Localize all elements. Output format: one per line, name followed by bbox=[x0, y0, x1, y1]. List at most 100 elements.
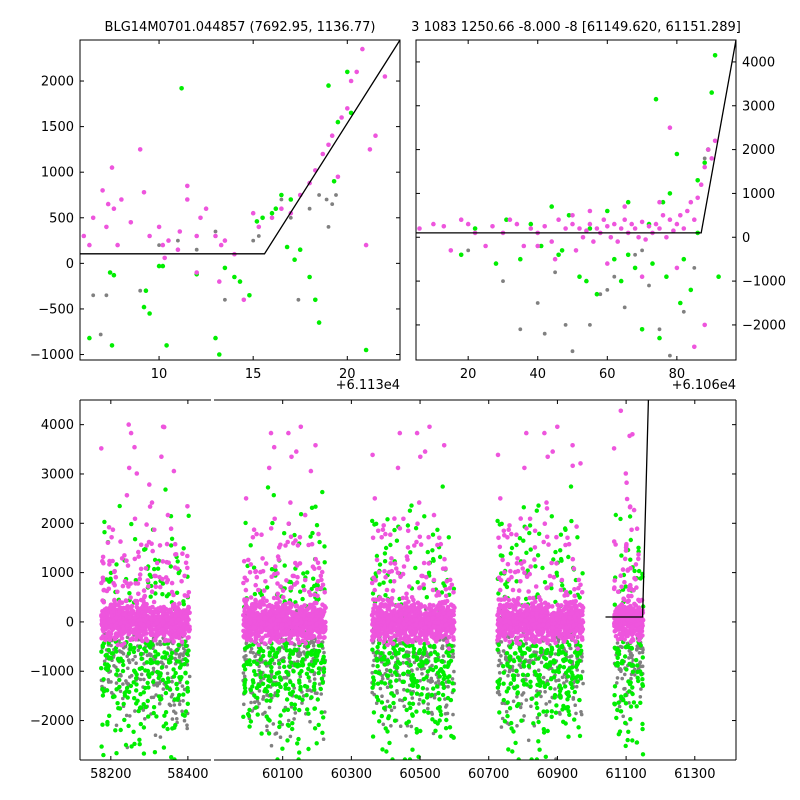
magenta-point bbox=[639, 219, 645, 225]
green-point bbox=[105, 662, 110, 667]
magenta-point bbox=[157, 574, 162, 580]
magenta-point bbox=[391, 641, 396, 646]
gray-point bbox=[524, 698, 529, 702]
gray-point bbox=[511, 699, 516, 704]
gray-point bbox=[253, 654, 257, 659]
gray-point bbox=[143, 717, 147, 721]
green-point bbox=[247, 707, 252, 713]
magenta-point bbox=[142, 593, 148, 599]
gray-point bbox=[313, 691, 318, 695]
magenta-point bbox=[171, 468, 177, 474]
magenta-point bbox=[436, 625, 442, 630]
magenta-point bbox=[148, 627, 153, 633]
green-point bbox=[422, 646, 427, 652]
magenta-point bbox=[145, 578, 150, 583]
magenta-point bbox=[306, 542, 311, 548]
green-point bbox=[285, 722, 291, 727]
magenta-point bbox=[146, 584, 151, 589]
magenta-point bbox=[320, 151, 326, 157]
green-point bbox=[263, 661, 268, 666]
magenta-point bbox=[144, 601, 149, 607]
magenta-point bbox=[182, 573, 187, 579]
green-point bbox=[312, 658, 317, 664]
green-point bbox=[145, 698, 150, 704]
green-point bbox=[120, 658, 125, 664]
magenta-point bbox=[397, 637, 402, 642]
axes-frame bbox=[79, 39, 401, 361]
magenta-point bbox=[128, 220, 134, 225]
gray-point bbox=[98, 332, 103, 337]
magenta-point bbox=[132, 556, 138, 562]
green-point bbox=[297, 695, 302, 700]
gray-point bbox=[385, 685, 390, 689]
green-point bbox=[445, 695, 451, 701]
green-point bbox=[379, 680, 384, 685]
magenta-point bbox=[147, 233, 152, 239]
green-point bbox=[255, 661, 260, 666]
green-point bbox=[165, 676, 171, 681]
green-point bbox=[553, 549, 558, 555]
magenta-point bbox=[148, 605, 153, 611]
magenta-point bbox=[253, 597, 258, 603]
gray-point bbox=[151, 666, 156, 671]
green-point bbox=[275, 757, 280, 760]
gray-point bbox=[180, 709, 184, 714]
magenta-point bbox=[442, 617, 448, 623]
green-point bbox=[287, 655, 292, 660]
green-point bbox=[402, 757, 408, 760]
magenta-point bbox=[695, 195, 700, 201]
gray-point bbox=[126, 666, 130, 671]
magenta-point bbox=[133, 637, 139, 642]
magenta-point bbox=[194, 270, 199, 275]
green-point bbox=[248, 719, 254, 724]
green-point bbox=[405, 523, 411, 528]
green-point bbox=[506, 686, 511, 691]
gray-point bbox=[241, 671, 246, 675]
green-point bbox=[183, 643, 189, 648]
magenta-point bbox=[256, 642, 262, 648]
magenta-point bbox=[114, 602, 120, 607]
green-point bbox=[183, 671, 188, 676]
gray-point bbox=[133, 709, 137, 713]
gray-point bbox=[425, 687, 430, 691]
gray-point bbox=[252, 700, 257, 704]
magenta-point bbox=[309, 541, 315, 547]
gray-point bbox=[452, 669, 456, 674]
gray-point bbox=[404, 650, 409, 654]
gray-point bbox=[269, 743, 274, 748]
magenta-point bbox=[123, 605, 129, 611]
green-point bbox=[374, 553, 380, 559]
magenta-point bbox=[363, 242, 369, 248]
magenta-point bbox=[283, 601, 288, 607]
gray-point bbox=[443, 697, 447, 701]
magenta-point bbox=[441, 443, 447, 448]
gray-point bbox=[187, 674, 192, 679]
magenta-point bbox=[107, 620, 113, 625]
magenta-point bbox=[242, 598, 247, 603]
gray-point bbox=[170, 717, 175, 721]
magenta-point bbox=[138, 542, 144, 548]
magenta-point bbox=[314, 600, 319, 606]
green-point bbox=[320, 656, 326, 662]
gray-point bbox=[149, 695, 154, 700]
gray-point bbox=[300, 701, 304, 705]
green-point bbox=[271, 493, 276, 498]
green-point bbox=[536, 739, 541, 744]
green-point bbox=[309, 695, 314, 700]
gray-point bbox=[547, 699, 552, 704]
green-point bbox=[125, 695, 130, 700]
green-point bbox=[391, 700, 396, 706]
green-point bbox=[132, 537, 138, 542]
gray-point bbox=[119, 673, 123, 678]
green-point bbox=[164, 594, 170, 599]
gray-point bbox=[124, 713, 129, 718]
magenta-point bbox=[203, 206, 209, 211]
magenta-point bbox=[112, 623, 118, 629]
magenta-point bbox=[124, 493, 130, 498]
magenta-point bbox=[431, 512, 437, 518]
gray-point bbox=[573, 703, 577, 707]
green-point bbox=[524, 550, 529, 555]
magenta-point bbox=[166, 608, 172, 613]
green-point bbox=[131, 649, 137, 655]
green-point bbox=[511, 658, 517, 664]
